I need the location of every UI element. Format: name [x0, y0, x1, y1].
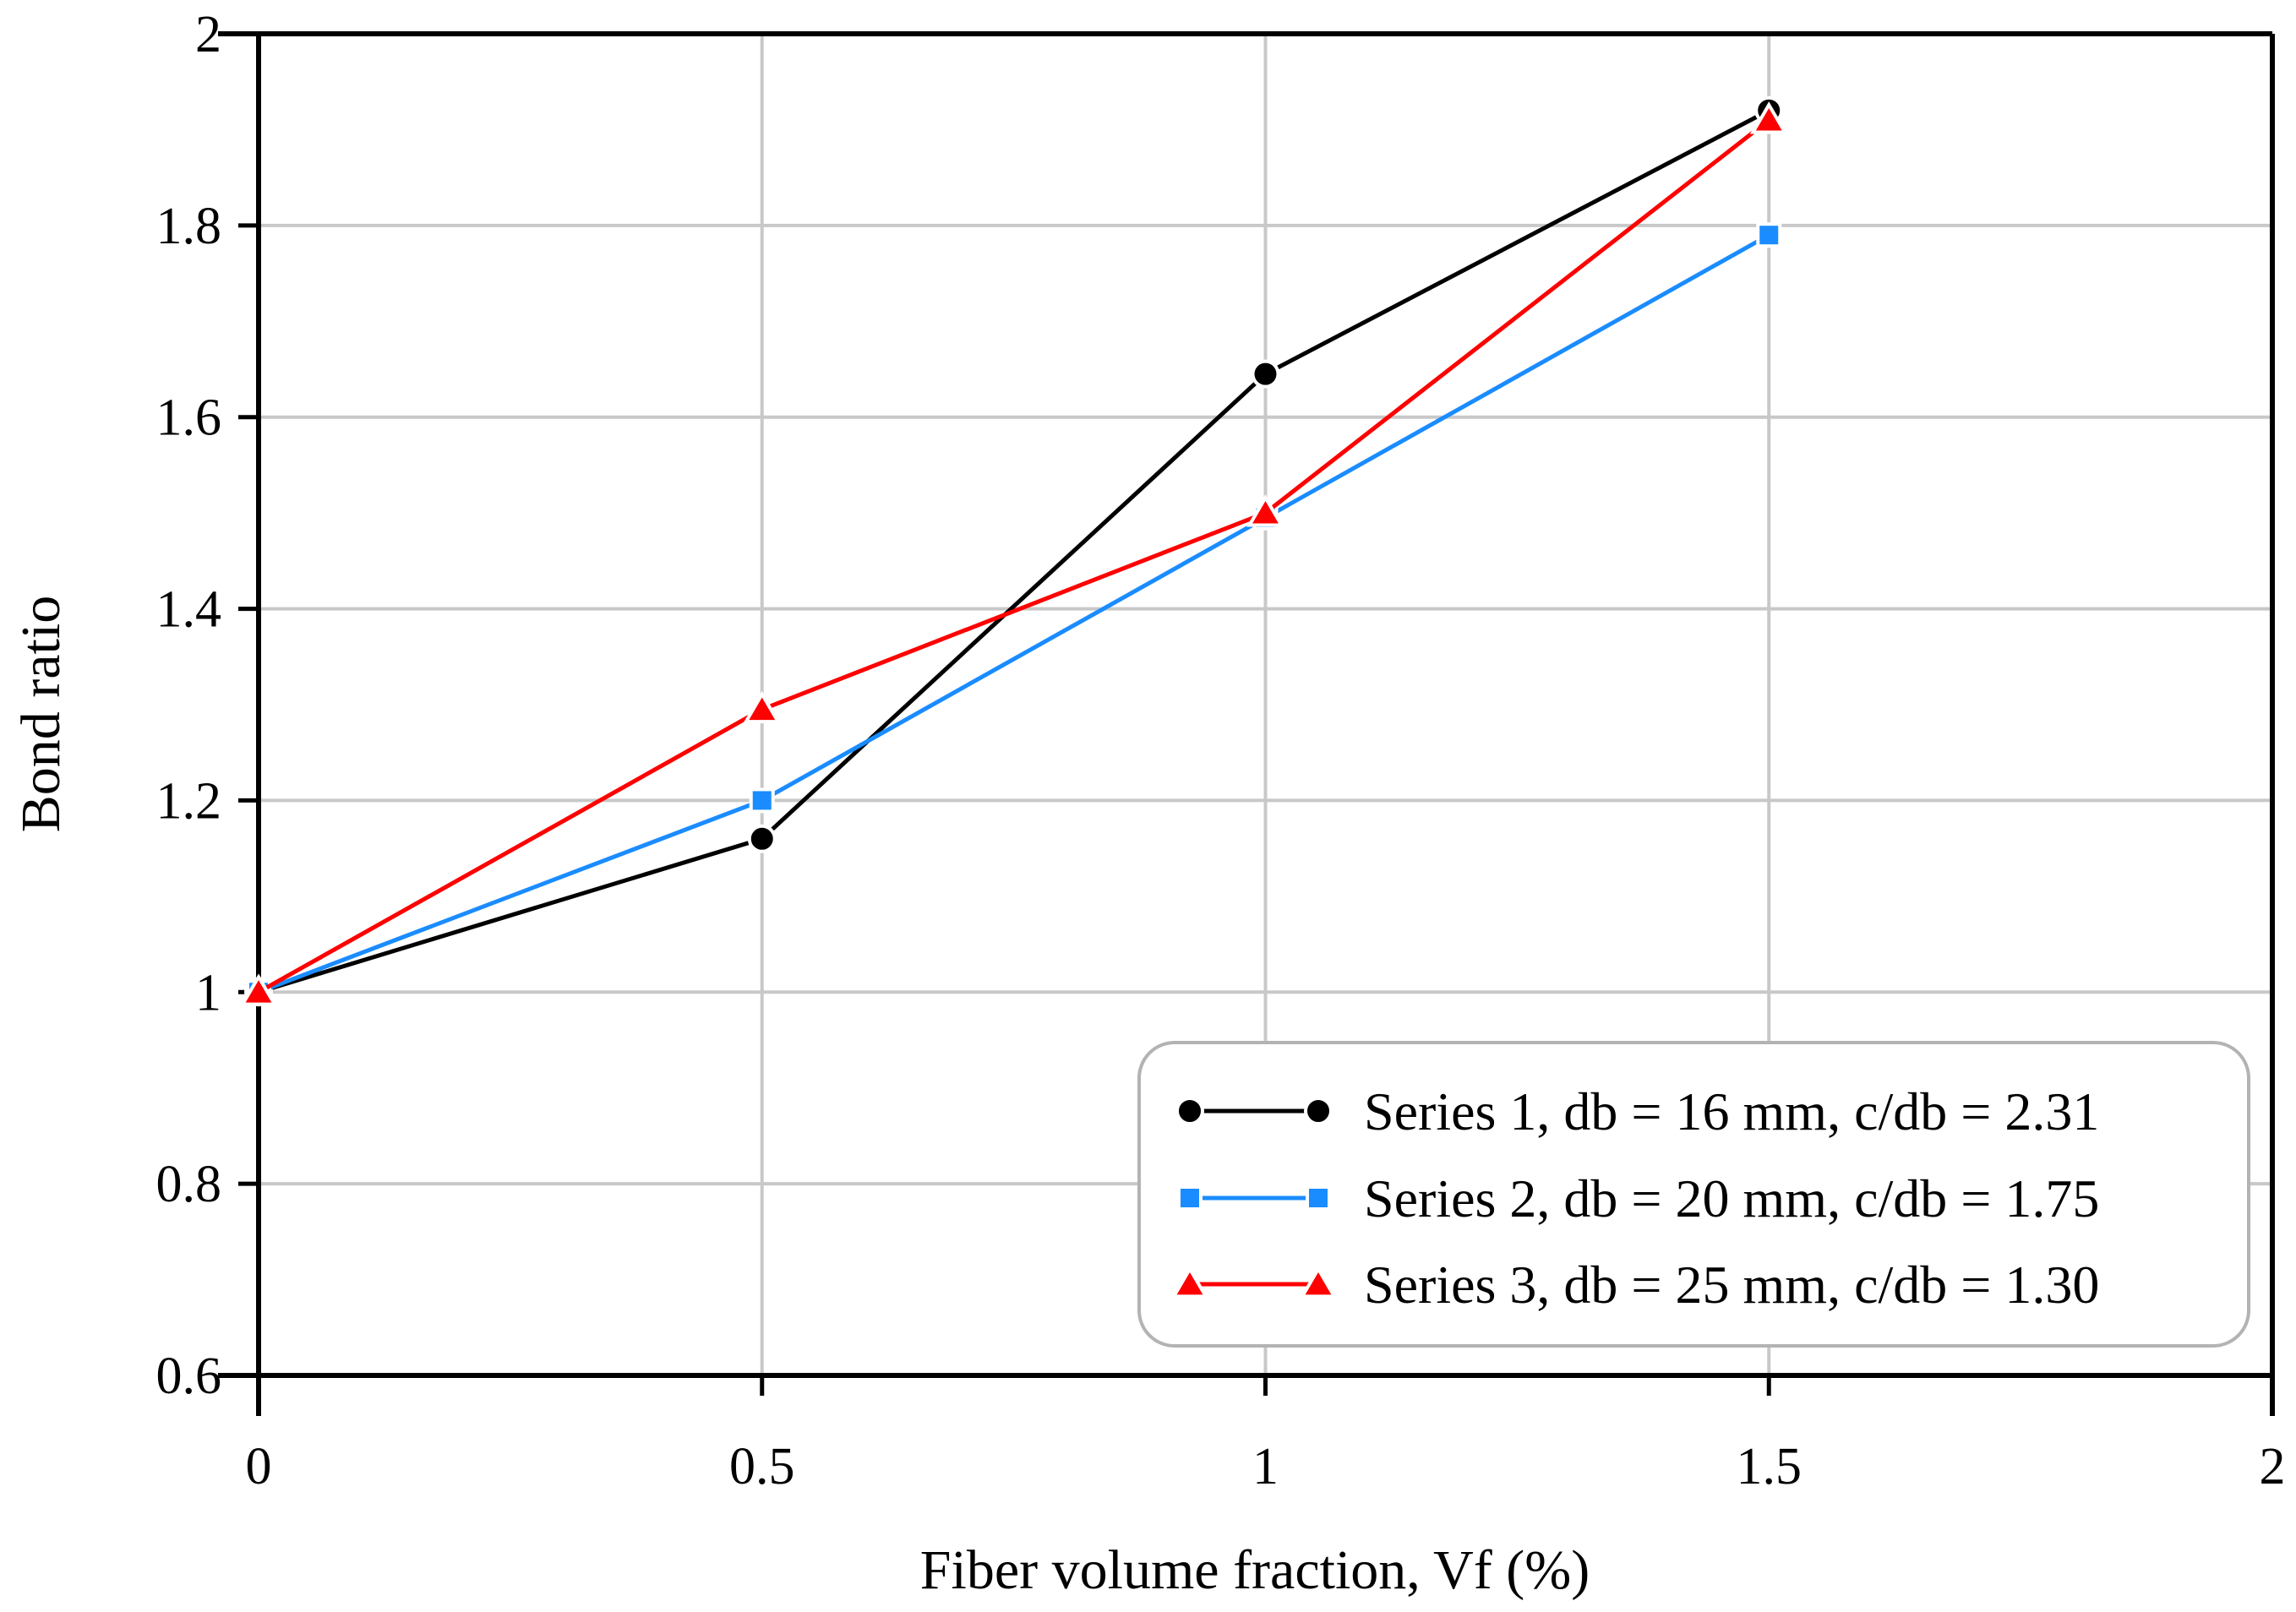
series-3-point	[1749, 101, 1788, 134]
y-tick-label: 1.6	[156, 389, 222, 447]
legend-swatch-marker	[1299, 1266, 1338, 1299]
series-2-line	[258, 233, 1770, 994]
y-axis-ticks: 0.6 0.8 1 1.2 1.4 1.6 1.8 2	[156, 6, 259, 1405]
series-3-point	[239, 973, 278, 1006]
y-tick-label: 0.6	[156, 1348, 222, 1405]
legend-item-1: Series 1, db = 16 mm, c/db = 2.31	[1175, 1081, 2099, 1141]
series-1-point	[747, 824, 777, 853]
y-tick-label: 0.8	[156, 1156, 222, 1213]
grid	[259, 34, 2272, 1375]
y-tick-label: 1	[195, 964, 221, 1021]
series-3-point	[743, 690, 782, 724]
series-1-point	[1251, 359, 1280, 389]
legend-swatch-marker	[1170, 1266, 1209, 1299]
legend-item-2: Series 2, db = 20 mm, c/db = 1.75	[1177, 1168, 2099, 1228]
x-tick-label: 0.5	[729, 1438, 795, 1495]
legend-swatch-marker	[1175, 1097, 1204, 1125]
x-tick-label: 2	[2260, 1438, 2286, 1495]
x-axis-ticks: 0 0.5 1 1.5 2	[246, 1375, 2286, 1495]
series-3-line	[257, 118, 1770, 994]
x-tick-label: 1	[1252, 1438, 1279, 1495]
y-axis-title: Bond ratio	[10, 596, 72, 832]
y-tick-label: 1.4	[156, 581, 222, 639]
legend-swatch-marker	[1177, 1185, 1203, 1211]
series-2	[246, 222, 1782, 1005]
y-tick-label: 1.8	[156, 198, 222, 255]
y-tick-label: 1.2	[156, 772, 222, 830]
series-2-point	[749, 787, 775, 814]
series-3-point	[1246, 494, 1284, 527]
legend-swatch-marker	[1304, 1097, 1333, 1125]
legend-box	[1137, 1041, 2250, 1348]
y-tick-label: 2	[195, 6, 221, 63]
series-1-line	[258, 108, 1770, 994]
x-axis-title: Fiber volume fraction, Vf (%)	[920, 1539, 1590, 1601]
x-tick-label: 1.5	[1737, 1438, 1802, 1495]
legend-swatch-marker	[1306, 1185, 1331, 1211]
series-layer	[239, 95, 1788, 1007]
x-tick-label: 0	[246, 1438, 272, 1495]
legend-label: Series 3, db = 25 mm, c/db = 1.30	[1364, 1255, 2099, 1315]
series-2-point	[1756, 222, 1782, 248]
series-3	[239, 101, 1788, 1006]
legend-label: Series 2, db = 20 mm, c/db = 1.75	[1364, 1168, 2099, 1228]
legend-label: Series 1, db = 16 mm, c/db = 2.31	[1364, 1081, 2099, 1141]
legend-item-3: Series 3, db = 25 mm, c/db = 1.30	[1170, 1255, 2099, 1315]
legend: Series 1, db = 16 mm, c/db = 2.31 Series …	[1137, 1041, 2250, 1348]
